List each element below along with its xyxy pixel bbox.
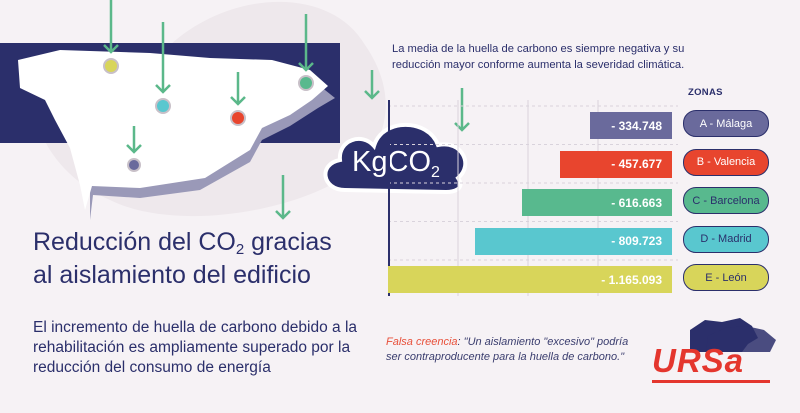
down-arrow-icons: [103, 0, 470, 220]
headline-line-2: al aislamiento del edificio: [33, 261, 311, 290]
legend-title: ZONAS: [688, 87, 723, 98]
myth-label: Falsa creencia: [386, 336, 458, 348]
cloud-label: KgCO2: [340, 146, 452, 182]
bar: - 457.677: [560, 150, 672, 178]
bar: - 334.748: [590, 112, 672, 139]
bar-value-label: - 1.165.093: [601, 272, 662, 287]
bar-value-label: - 809.723: [611, 234, 662, 248]
spain-map-icon: [18, 50, 335, 220]
cloud-label-main: KgCO: [352, 146, 432, 178]
headline: Reducción del CO2 gracias al aislamiento…: [33, 226, 332, 291]
zone-label: A - Málaga: [683, 110, 769, 137]
bar: - 1.165.093: [388, 266, 672, 293]
logo-underline: [652, 380, 770, 383]
headline-sub: 2: [235, 241, 245, 258]
zone-legend: A - Málaga B - Valencia C - Barcelona D - M…: [683, 110, 769, 291]
headline-part-2: gracias: [244, 228, 332, 256]
myth-note: Falsa creencia: "Un aislamiento "excesiv…: [386, 335, 636, 365]
zone-label: B - Valencia: [683, 148, 769, 176]
body-text: El incremento de huella de carbono debid…: [33, 319, 358, 377]
zone-label: E - León: [683, 264, 769, 291]
bar: - 809.723: [474, 227, 672, 255]
bar-value-label: - 334.748: [611, 118, 662, 133]
bar-value-label: - 457.677: [611, 157, 662, 171]
cloud-label-sub: 2: [431, 164, 440, 181]
map-pins: [103, 58, 314, 172]
bar-chart: - 334.748 - 457.677 - 616.663 - 809.723 - 1.…: [388, 100, 678, 298]
myth-text: : "Un aislamiento "excesivo" podría ser …: [386, 336, 629, 364]
bar-value-label: - 616.663: [611, 195, 662, 210]
bar: - 616.663: [521, 189, 672, 216]
zone-label: C - Barcelona: [683, 187, 769, 214]
zone-label: D - Madrid: [683, 225, 769, 253]
top-note: La media de la huella de carbono es siem…: [392, 43, 685, 72]
ursa-logo: URSa: [652, 342, 745, 379]
headline-part-1: Reducción del CO: [33, 228, 236, 256]
cloud-icon: [323, 123, 468, 195]
bear-logo-icon: [690, 318, 776, 352]
